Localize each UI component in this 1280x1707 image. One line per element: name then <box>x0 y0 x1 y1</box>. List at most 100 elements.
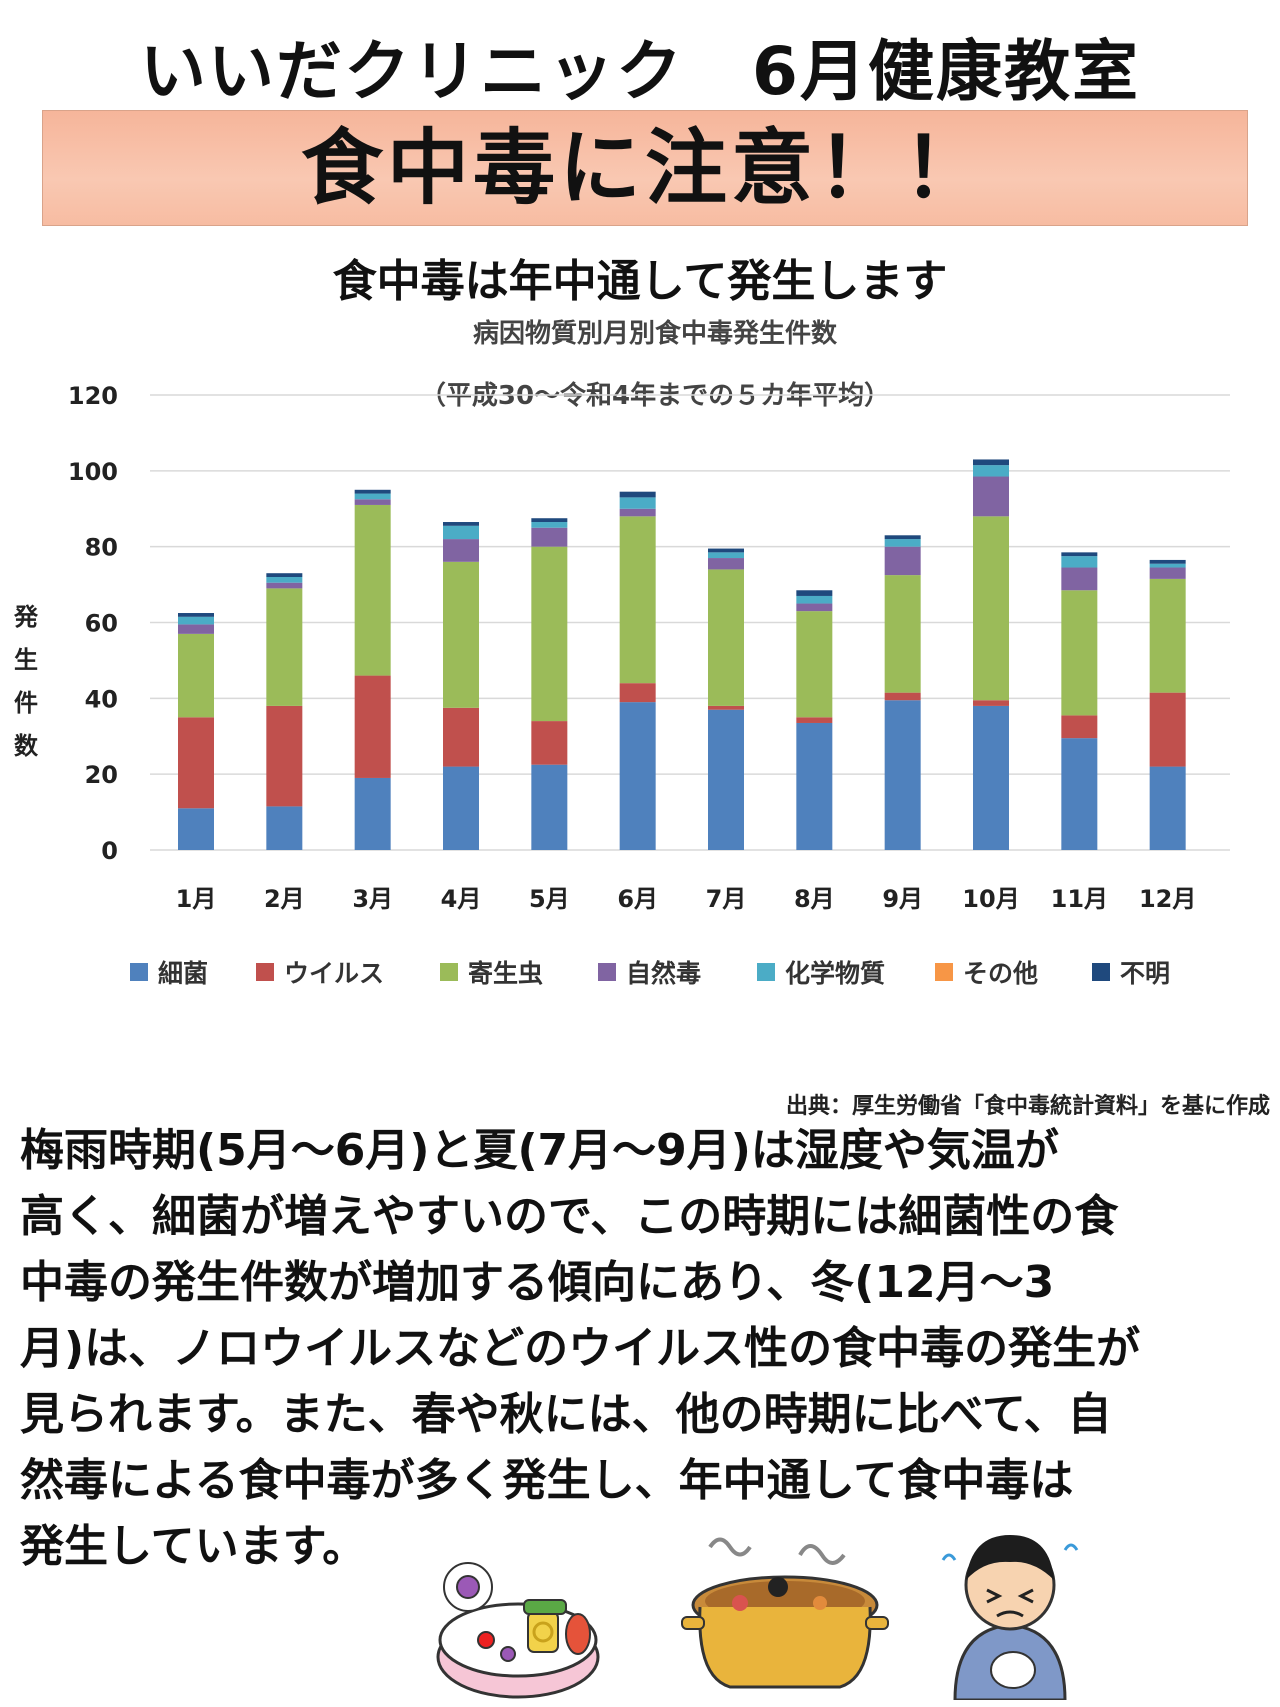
body-text: 梅雨時期(5月～6月)と夏(7月～9月)は湿度や気温が 高く、細菌が増えやすいの… <box>20 1118 1270 1580</box>
bar-segment <box>884 575 921 693</box>
legend-label: 細菌 <box>158 959 208 988</box>
bar-segment <box>973 465 1009 477</box>
y-axis-label-char: 発 <box>13 603 39 631</box>
bar-segment <box>708 558 744 570</box>
body-line: 梅雨時期(5月～6月)と夏(7月～9月)は湿度や気温が <box>20 1125 1059 1176</box>
bar-segment <box>531 522 568 528</box>
bar-segment <box>354 499 391 505</box>
bar-segment <box>266 573 303 577</box>
bar-segment <box>531 527 568 547</box>
bar-segment <box>1061 567 1098 591</box>
x-tick-label: 8月 <box>794 885 835 913</box>
bar-segment <box>708 552 744 559</box>
bar-segment <box>354 504 391 676</box>
x-tick-label: 9月 <box>882 885 923 913</box>
chart-bars <box>178 459 1186 850</box>
bar-segment <box>1149 559 1186 564</box>
x-tick-label: 4月 <box>441 885 482 913</box>
chart-legend: 細菌 ウイルス 寄生虫 自然毒 化学物質 その他 不明 <box>130 959 1170 988</box>
legend-swatch <box>130 963 148 981</box>
source-note: 出典：厚生労働省「食中毒統計資料」を基に作成 <box>785 1094 1270 1119</box>
bar-segment <box>796 722 833 850</box>
bar-segment <box>354 777 391 850</box>
bar-segment <box>178 613 214 617</box>
bar-segment <box>443 539 479 562</box>
legend-label: ウイルス <box>284 959 384 988</box>
y-tick-label: 40 <box>85 685 118 713</box>
bar-segment <box>619 497 656 509</box>
bar-segment <box>1061 715 1098 739</box>
y-tick-label: 0 <box>101 837 118 865</box>
bar-segment <box>708 548 744 553</box>
bar-segment <box>531 721 568 765</box>
bar-segment <box>266 705 303 807</box>
bar-segment <box>1149 567 1186 579</box>
bar-segment <box>443 561 479 708</box>
bar-segment <box>443 522 479 526</box>
bar-segment <box>619 491 656 498</box>
bar-segment <box>619 683 656 703</box>
body-line: 中毒の発生件数が増加する傾向にあり、冬(12月～3 <box>20 1257 1055 1308</box>
bar-segment <box>619 516 656 684</box>
y-tick-label: 80 <box>85 534 118 562</box>
bento-germs-icon <box>436 1562 600 1699</box>
legend-swatch <box>598 963 616 981</box>
legend-label: 寄生虫 <box>468 959 543 988</box>
bar-segment <box>354 489 391 494</box>
bar-segment <box>796 595 833 604</box>
y-axis-ticks: 0 20 40 60 80 100 120 <box>68 382 118 865</box>
chart-grid <box>150 394 1230 851</box>
y-axis-label: 発生件数 <box>13 603 39 760</box>
bar-segment <box>266 806 303 850</box>
bar-segment <box>708 569 744 706</box>
bar-segment <box>884 692 921 701</box>
chart-svg: 病因物質別月別食中毒発生件数 （平成30～令和4年までの５カ年平均） 02040… <box>13 318 1230 988</box>
bar-segment <box>796 611 833 718</box>
bar-segment <box>266 577 303 583</box>
body-line: 発生しています。 <box>20 1521 367 1572</box>
chart-title: 病因物質別月別食中毒発生件数 <box>473 318 838 349</box>
bar-segment <box>178 808 214 850</box>
bar-segment <box>1061 552 1098 557</box>
bar-segment <box>1061 738 1098 850</box>
y-axis-label-char: 数 <box>14 732 39 760</box>
bar-segment <box>531 518 568 523</box>
bar-segment <box>178 624 214 634</box>
bar-segment <box>619 702 656 850</box>
body-line: 然毒による食中毒が多く発生し、年中通して食中毒は <box>20 1455 1074 1506</box>
bar-segment <box>884 539 921 547</box>
bar-segment <box>266 588 303 706</box>
legend-label: 自然毒 <box>626 959 701 988</box>
x-tick-label: 6月 <box>617 885 658 913</box>
x-tick-label: 11月 <box>1051 885 1108 913</box>
bar-segment <box>796 603 833 612</box>
x-axis-ticks: 1月 2月 3月 4月 5月 6月 7月 8月 9月 10月 11月 12月 <box>176 885 1197 913</box>
bar-segment <box>619 508 656 517</box>
legend-label: 化学物質 <box>785 959 885 988</box>
body-line: 高く、細菌が増えやすいので、この時期には細菌性の食 <box>20 1191 1119 1242</box>
y-tick-label: 20 <box>85 761 118 789</box>
x-tick-label: 2月 <box>264 885 305 913</box>
bar-segment <box>1061 590 1098 716</box>
bar-segment <box>443 525 479 540</box>
x-tick-label: 1月 <box>176 885 217 913</box>
body-line: 月)は、ノロウイルスなどのウイルス性の食中毒の発生が <box>20 1323 1141 1374</box>
y-tick-label: 60 <box>85 610 118 638</box>
y-axis-label-char: 生 <box>14 646 38 674</box>
y-tick-label: 120 <box>68 382 118 410</box>
stacked-bar-chart: 病因物質別月別食中毒発生件数 （平成30～令和4年までの５カ年平均） 0 20 40… <box>0 300 1280 1100</box>
legend-swatch <box>757 963 775 981</box>
y-axis-label-char: 件 <box>14 689 38 717</box>
bar-segment <box>443 766 479 850</box>
bar-segment <box>796 590 833 596</box>
bar-segment <box>973 516 1009 701</box>
bar-segment <box>1061 556 1098 568</box>
bar-segment <box>1149 563 1186 568</box>
bar-segment <box>443 707 479 767</box>
section-subtitle: 食中毒は年中通して発生します <box>332 256 948 307</box>
warning-banner: 食中毒に注意！！ <box>42 110 1248 226</box>
x-tick-label: 5月 <box>529 885 570 913</box>
bar-segment <box>796 717 833 723</box>
bar-segment <box>973 476 1009 517</box>
bar-segment <box>708 709 744 850</box>
